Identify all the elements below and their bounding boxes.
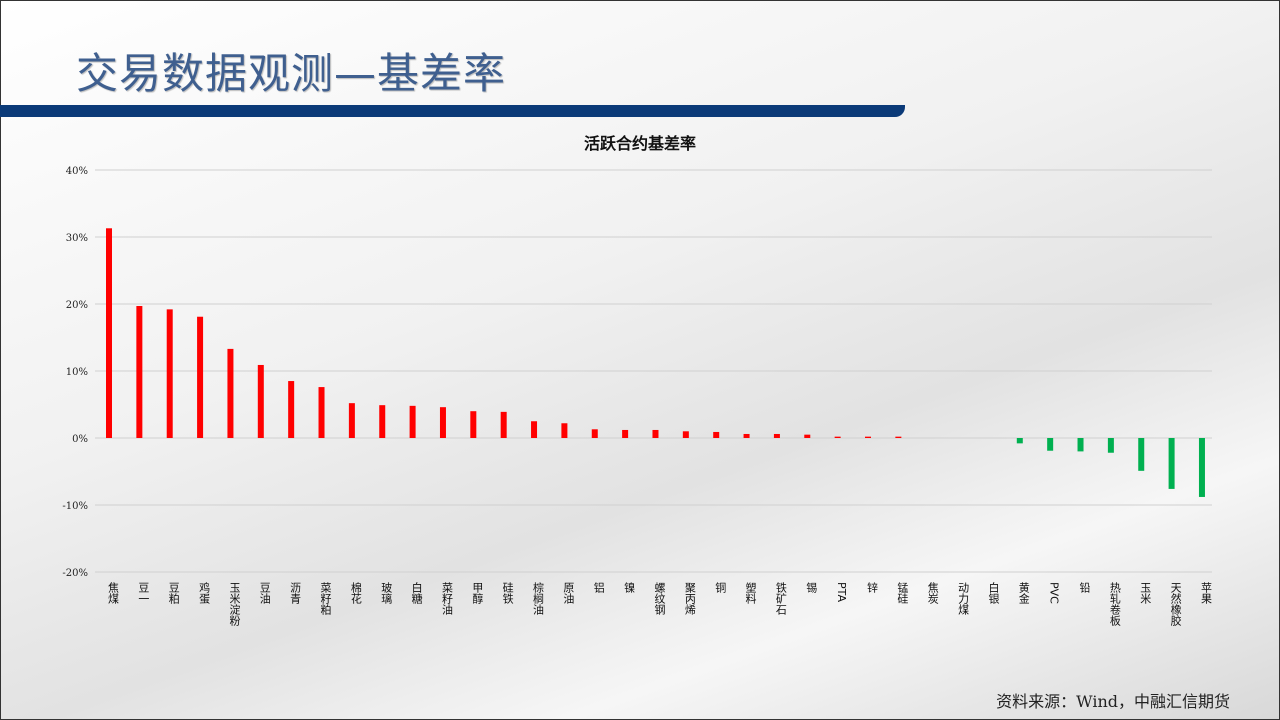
bar — [622, 429, 629, 438]
x-tick-label: 沥青 — [289, 582, 302, 605]
bar — [561, 423, 568, 438]
x-tick-label: 动力煤 — [957, 582, 970, 616]
y-tick-label: -10% — [62, 501, 88, 512]
x-tick-label: 鸡蛋 — [198, 581, 211, 605]
bar — [166, 309, 173, 438]
bar — [348, 403, 355, 438]
x-tick-label: 玻璃 — [380, 582, 393, 605]
x-tick-label: 白糖 — [410, 581, 423, 605]
bar — [591, 429, 598, 438]
x-tick-label: 焦煤 — [107, 582, 120, 605]
bar — [1198, 438, 1205, 497]
x-tick-label: 豆粕 — [167, 582, 180, 604]
x-tick-label: 镍 — [623, 581, 636, 594]
bar — [531, 421, 538, 438]
x-tick-label: 菜籽油 — [440, 582, 453, 615]
y-tick-label: 30% — [66, 233, 88, 244]
bar — [257, 364, 264, 438]
x-tick-label: 豆一 — [137, 582, 150, 604]
x-tick-label: 豆油 — [258, 582, 271, 604]
bar — [1016, 438, 1023, 444]
bar — [1047, 438, 1054, 451]
bar — [439, 407, 446, 438]
y-tick-label: 40% — [66, 166, 88, 177]
bar — [1107, 438, 1114, 453]
x-tick-label: 锌 — [866, 581, 879, 593]
x-tick-label: 塑料 — [744, 581, 757, 605]
x-tick-label: PVC — [1048, 582, 1061, 604]
x-tick-label: 白银 — [987, 581, 1000, 605]
bar — [227, 348, 234, 438]
bar — [379, 405, 386, 438]
chart-title: 活跃合约基差率 — [583, 134, 696, 153]
x-tick-label: 棕榈油 — [532, 581, 545, 615]
bar — [500, 411, 507, 438]
x-tick-label: 聚丙烯 — [683, 582, 696, 616]
x-tick-label: 棉花 — [349, 581, 362, 604]
bar — [895, 436, 902, 438]
x-tick-label: 锰硅 — [896, 581, 909, 604]
bar — [136, 306, 143, 438]
bar — [409, 405, 416, 438]
x-tick-label: 铁矿石 — [774, 582, 787, 615]
bar — [682, 431, 689, 438]
bar — [773, 433, 780, 438]
x-tick-label: 铅 — [1078, 581, 1091, 593]
bar — [318, 387, 325, 438]
y-tick-label: 20% — [66, 300, 88, 311]
source-note: 资料来源：Wind，中融汇信期货 — [996, 692, 1230, 711]
x-tick-label: 原油 — [562, 582, 575, 604]
y-tick-label: 10% — [66, 367, 88, 378]
x-tick-label: 锡 — [805, 581, 818, 594]
x-tick-label: 硅铁 — [501, 582, 514, 604]
bar — [1077, 438, 1084, 452]
x-tick-label: 焦炭 — [926, 582, 939, 605]
x-tick-label: 玉米 — [1139, 582, 1152, 605]
x-tick-label: 热轧卷板 — [1108, 582, 1121, 627]
x-tick-label: 螺纹钢 — [653, 582, 666, 615]
bar — [106, 228, 112, 438]
x-tick-label: 菜籽粕 — [319, 582, 332, 615]
x-tick-label: 铜 — [714, 581, 727, 594]
slide-title: 交易数据观测—基差率 — [76, 49, 507, 98]
bar — [470, 411, 477, 438]
bar — [1138, 438, 1145, 471]
x-tick-label: 玉米淀粉 — [228, 582, 241, 626]
x-tick-label: 甲醇 — [471, 582, 484, 604]
x-tick-label: 苹果 — [1199, 581, 1212, 605]
x-tick-label: PTA — [835, 582, 848, 602]
bar — [652, 429, 659, 438]
bar — [288, 381, 295, 438]
x-tick-label: 铝 — [592, 581, 605, 593]
bar — [865, 436, 871, 438]
y-tick-label: 0% — [72, 434, 88, 445]
y-tick-label: -20% — [62, 568, 88, 579]
x-tick-label: 黄金 — [1017, 581, 1030, 604]
header-band — [0, 105, 905, 117]
bar — [743, 433, 750, 438]
bar — [1168, 438, 1175, 489]
bar — [804, 434, 811, 438]
x-tick-label: 天然橡胶 — [1169, 582, 1182, 627]
bar — [197, 316, 204, 438]
bar — [713, 431, 720, 438]
bar — [834, 436, 841, 438]
